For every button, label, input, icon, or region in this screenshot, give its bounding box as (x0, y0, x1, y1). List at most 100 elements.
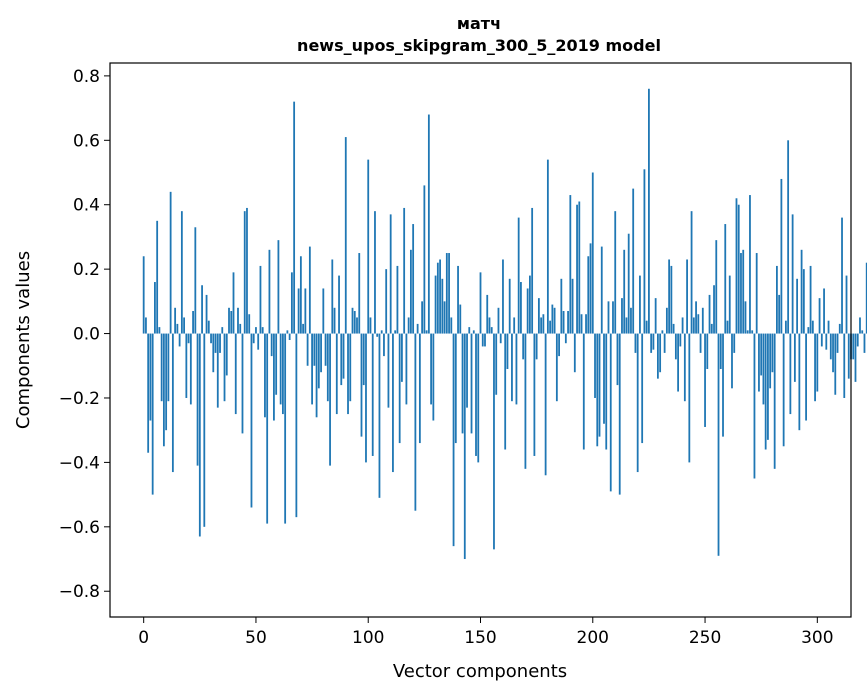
bar (699, 333, 702, 353)
x-axis: 0 50 100 150 200 250 300 (138, 617, 834, 648)
bar (351, 307, 354, 334)
bar (488, 317, 491, 334)
bar (425, 330, 428, 334)
bar (398, 333, 401, 444)
bar (234, 333, 237, 415)
bar (349, 333, 352, 402)
y-tick-label: 0.6 (73, 131, 100, 151)
bar (304, 288, 307, 334)
bar (210, 333, 212, 344)
bar (719, 333, 722, 369)
bar (270, 333, 273, 357)
bar (537, 298, 540, 334)
bar (376, 333, 379, 337)
bar (529, 275, 531, 334)
bar (158, 327, 161, 334)
bar (499, 333, 502, 344)
bar (522, 333, 525, 360)
bar (531, 207, 534, 334)
bar (802, 269, 805, 334)
bar (513, 317, 516, 334)
bar (362, 333, 365, 386)
bar (659, 333, 662, 373)
bar (257, 333, 260, 350)
bar (497, 307, 500, 334)
bar (295, 333, 298, 518)
bar (652, 333, 655, 350)
bar (580, 314, 583, 334)
bar (737, 204, 740, 334)
bar (614, 211, 617, 334)
bar (618, 333, 621, 495)
bar (239, 323, 242, 334)
bar (634, 333, 637, 353)
bar (380, 330, 383, 334)
bar (546, 159, 549, 334)
bar (214, 333, 217, 353)
bar (297, 288, 300, 334)
bar (643, 169, 646, 334)
bar (663, 333, 666, 353)
bar (443, 301, 446, 334)
bars-group (142, 88, 867, 560)
bar (733, 333, 736, 353)
bar (713, 285, 715, 334)
bar (490, 327, 493, 334)
bar (829, 333, 832, 360)
bar (342, 333, 345, 379)
bar (533, 333, 536, 456)
bar (630, 307, 632, 334)
bar (196, 333, 199, 466)
bar (237, 307, 239, 334)
bar (374, 211, 376, 334)
bar (308, 246, 311, 334)
bar (156, 220, 159, 334)
bar (160, 333, 163, 402)
plot-frame (109, 62, 852, 618)
bar (452, 333, 455, 547)
bar (416, 323, 419, 334)
bar (441, 278, 444, 334)
bar (264, 333, 266, 418)
bar (479, 272, 482, 334)
bar (661, 330, 664, 334)
bar (710, 323, 713, 334)
bar (571, 278, 574, 334)
bar (430, 333, 432, 405)
bar (228, 307, 230, 334)
bar (432, 333, 435, 421)
bar (266, 333, 269, 524)
bar (436, 262, 439, 334)
bar (329, 333, 331, 466)
bar (576, 204, 578, 334)
bar (845, 275, 848, 334)
bar (219, 333, 221, 353)
bar (194, 227, 197, 334)
bar (203, 333, 206, 527)
bar (728, 275, 731, 334)
bar (758, 333, 760, 392)
bar (277, 240, 280, 334)
bar (506, 333, 509, 369)
bar (674, 333, 677, 360)
bar (317, 333, 320, 389)
bar (749, 195, 751, 334)
bar (625, 317, 628, 334)
bar (232, 272, 235, 334)
bar (286, 330, 289, 334)
bar (396, 265, 399, 334)
bar (326, 333, 329, 402)
bar (389, 214, 392, 334)
bar (564, 333, 567, 344)
bar (562, 311, 565, 334)
bar (216, 333, 219, 408)
bar (744, 301, 747, 334)
bar (463, 333, 466, 560)
bar (760, 333, 763, 376)
bar (221, 327, 224, 334)
bar (558, 333, 560, 357)
bar (145, 317, 147, 334)
bar (654, 298, 657, 334)
y-axis: −0.8 −0.6 −0.4 −0.2 0.0 0.2 0.4 0.6 0.8 (59, 67, 110, 602)
